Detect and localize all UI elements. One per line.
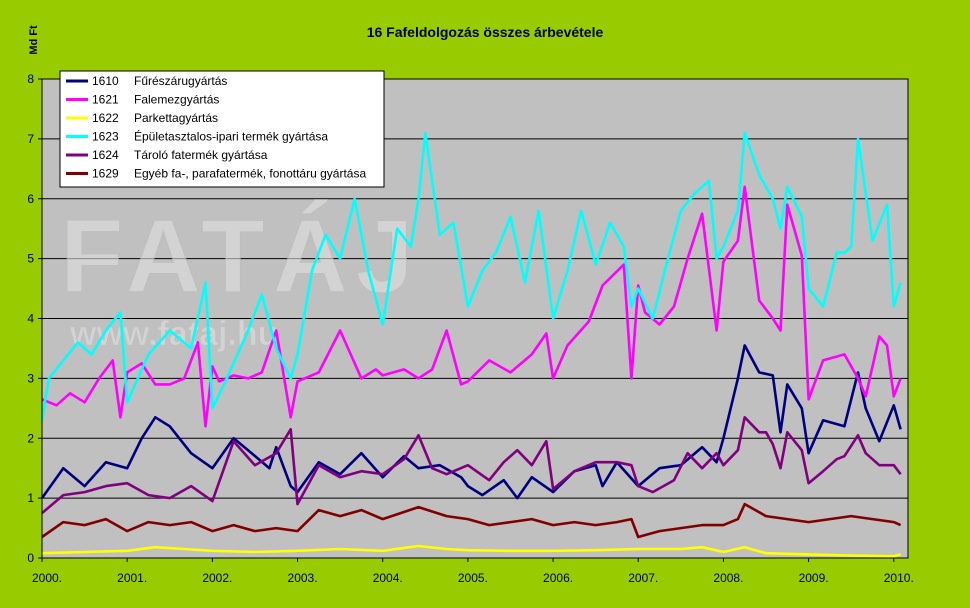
y-tick-label: 5 [27,252,34,266]
watermark: FATÁJ www.fataj.hu [60,199,422,354]
chart-title: 16 Fafeldolgozás összes árbevétele [367,24,604,40]
watermark-logo: FATÁJ [60,199,422,315]
legend-label-1624: Tároló fatermék gyártása [134,148,268,162]
x-tick-label: 2002. [202,571,232,585]
x-tick-label: 2008. [713,571,743,585]
y-tick-label: 2 [27,431,34,445]
legend: 1610 Fűrészárugyártás 1621 Falemezgyártás 16… [59,70,385,188]
axes: 0 1 2 3 4 5 6 7 8 2000. 2001. 2002. 2003. 2004. 2005. 2… [27,72,913,585]
series-layer [40,131,902,558]
x-tick-label: 2009. [799,571,829,585]
x-tick-label: 2005. [458,571,488,585]
x-tick-label: 2006. [543,571,573,585]
x-tick-label: 2010. [884,571,914,585]
legend-code-1629: 1629 [92,167,119,181]
legend-label-1623: Épületasztalos-ipari termék gyártása [134,129,328,144]
y-tick-label: 6 [27,192,34,206]
legend-code-1610: 1610 [92,74,119,88]
y-tick-label: 0 [27,551,34,565]
series-line-1610 [40,344,902,500]
x-tick-label: 2007. [628,571,658,585]
y-tick-label: 3 [27,371,34,385]
x-tick-label: 2000. [32,571,62,585]
legend-code-1622: 1622 [92,111,119,125]
gridlines [42,138,908,499]
series-line-1629 [41,502,902,539]
legend-label-1610: Fűrészárugyártás [134,74,227,88]
y-tick-label: 7 [27,132,34,146]
x-tick-label: 2004. [373,571,403,585]
y-tick-label: 1 [27,491,34,505]
watermark-url: www.fataj.hu [69,315,278,353]
series-line-1621 [41,185,902,428]
series-line-1623 [40,131,902,421]
x-tick-label: 2003. [288,571,318,585]
y-tick-label: 4 [27,312,34,326]
series-line-1622 [41,544,901,558]
legend-code-1624: 1624 [92,148,119,162]
y-tick-label: 8 [27,72,34,86]
legend-box [59,70,385,188]
x-tick-label: 2001. [117,571,147,585]
legend-label-1622: Parkettagyártás [134,111,218,125]
y-axis-label: Md Ft [28,25,40,55]
legend-code-1621: 1621 [92,93,119,107]
series-line-1624 [41,415,902,515]
legend-label-1621: Falemezgyártás [134,93,219,107]
legend-code-1623: 1623 [92,130,119,144]
legend-label-1629: Egyéb fa-, parafatermék, fonottáru gyárt… [134,167,366,181]
